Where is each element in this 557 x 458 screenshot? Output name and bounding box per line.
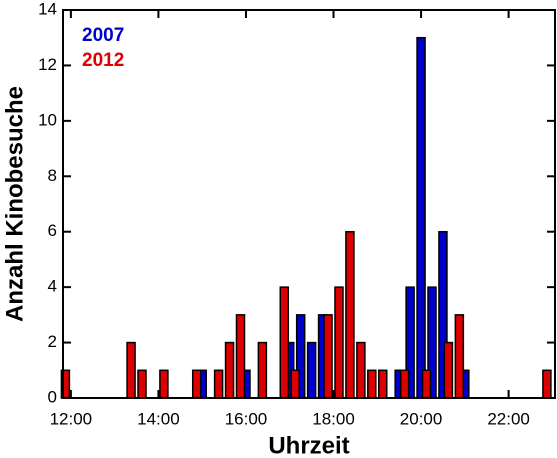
bar — [367, 369, 377, 399]
plot-frame — [62, 9, 556, 399]
bar — [378, 369, 388, 399]
y-tick-label: 0 — [48, 387, 57, 406]
y-tick-label: 6 — [48, 221, 57, 240]
legend-label: 2012 — [82, 50, 124, 71]
bar — [323, 314, 333, 399]
bar — [213, 369, 224, 399]
x-axis-title: Uhrzeit — [268, 432, 349, 458]
bar — [279, 286, 290, 399]
bar — [257, 341, 268, 399]
bar — [191, 369, 202, 399]
bar — [399, 369, 410, 399]
y-tick-label: 2 — [48, 332, 57, 351]
x-tick-label: 18:00 — [312, 409, 355, 428]
bar — [356, 341, 366, 399]
x-tick-label: 22:00 — [487, 409, 530, 428]
x-tick-label: 14:00 — [137, 409, 180, 428]
bar — [542, 369, 552, 399]
bar — [334, 286, 344, 399]
bar — [421, 369, 432, 399]
bar — [224, 341, 235, 399]
bar — [137, 369, 147, 399]
y-tick-label: 8 — [48, 166, 57, 185]
legend-label: 2007 — [82, 25, 124, 46]
bar — [345, 230, 355, 399]
bar — [290, 369, 300, 399]
y-tick-label: 4 — [48, 277, 57, 296]
x-tick-label: 16:00 — [225, 409, 268, 428]
y-tick-label: 14 — [38, 0, 57, 18]
bar — [126, 341, 136, 399]
bar — [235, 314, 246, 399]
y-tick-label: 10 — [38, 110, 57, 129]
y-axis-title: Anzahl Kinobesuche — [1, 86, 28, 322]
bar — [454, 314, 465, 399]
bar — [443, 341, 454, 399]
bar — [306, 341, 317, 399]
x-tick-label: 20:00 — [400, 409, 443, 428]
y-tick-label: 12 — [38, 55, 57, 74]
bar — [416, 36, 426, 399]
bar — [159, 369, 169, 399]
x-tick-label: 12:00 — [50, 409, 93, 428]
